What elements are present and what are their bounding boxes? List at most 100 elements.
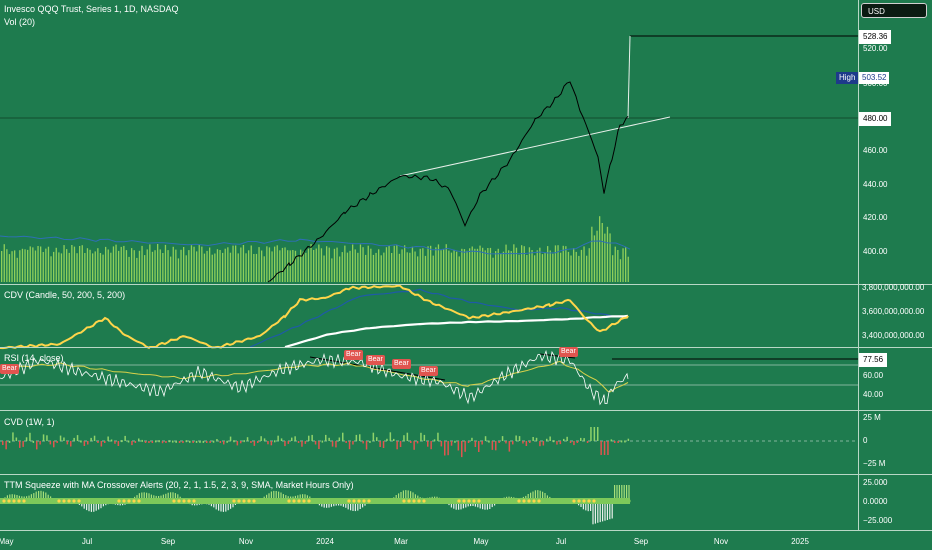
volume-bar — [281, 247, 284, 282]
volume-bar — [336, 247, 338, 282]
ttm-tick: 0.0000 — [863, 497, 888, 506]
cvd-mark — [590, 427, 592, 441]
ttm-bar — [222, 501, 224, 512]
volume-bar — [284, 247, 286, 282]
ttm-dot — [582, 499, 586, 503]
volume-bar — [482, 247, 484, 282]
cvd-mark — [420, 432, 422, 441]
volume-bar — [357, 252, 359, 282]
cvd-mark — [199, 440, 201, 443]
cvd-mark — [328, 437, 330, 441]
cvd-mark — [505, 441, 507, 444]
volume-bar — [502, 251, 505, 282]
volume-bar — [6, 249, 8, 282]
ttm-dot — [37, 499, 41, 503]
volume-bar — [92, 253, 94, 282]
volume-bar — [411, 246, 414, 282]
volume-bar — [250, 245, 252, 282]
volume-bar — [315, 248, 317, 282]
volume-bar — [151, 251, 154, 282]
volume-bar — [339, 256, 341, 282]
cdv-indicator-title[interactable]: CDV (Candle, 50, 200, 5, 200) — [4, 290, 126, 300]
ttm-dot — [407, 499, 411, 503]
cvd-mark — [508, 441, 511, 452]
ttm-bar — [162, 494, 164, 501]
chart-canvas[interactable] — [0, 0, 858, 530]
ttm-bar — [592, 501, 594, 525]
ttm-bar — [345, 501, 347, 508]
volume-bar — [1, 251, 3, 282]
cvd-mark — [195, 440, 198, 443]
ttm-tick: 25.000 — [863, 478, 888, 487]
time-axis-label: Nov — [238, 537, 254, 546]
pane-separator[interactable] — [0, 410, 932, 411]
volume-bar — [16, 257, 18, 282]
ttm-dot — [522, 499, 526, 503]
cvd-mark — [212, 440, 215, 443]
cvd-mark — [447, 441, 449, 456]
bear-label: Bear — [344, 350, 363, 360]
symbol-title[interactable]: Invesco QQQ Trust, Series 1, 1D, NASDAQ — [4, 4, 179, 14]
volume-bar — [55, 247, 57, 282]
pane-separator[interactable] — [0, 474, 932, 475]
volume-bar — [458, 256, 460, 282]
cvd-mark — [83, 441, 86, 446]
ttm-bar — [47, 494, 49, 501]
ttm-indicator-title[interactable]: TTM Squeeze with MA Crossover Alerts (20… — [4, 480, 354, 490]
cvd-mark — [365, 441, 368, 450]
cvd-indicator-title[interactable]: CVD (1W, 1) — [4, 417, 55, 427]
cvd-mark — [291, 437, 293, 441]
volume-ma-line — [0, 235, 631, 255]
cvd-mark — [444, 441, 446, 456]
volume-bar — [554, 245, 557, 282]
cvd-mark — [416, 441, 419, 444]
volume-bar — [508, 250, 510, 282]
volume-bar — [94, 251, 96, 282]
cvd-mark — [304, 441, 307, 444]
ttm-dot — [567, 499, 571, 503]
cvd-mark — [518, 436, 521, 441]
ttm-dot — [562, 499, 566, 503]
cvd-mark — [253, 441, 256, 446]
ttm-bar — [225, 501, 227, 512]
cvd-mark — [512, 441, 514, 445]
volume-indicator-title[interactable]: Vol (20) — [4, 17, 36, 27]
volume-bar — [492, 257, 494, 282]
volume-bar — [89, 249, 91, 282]
volume-bar — [79, 246, 81, 282]
cvd-pane — [0, 427, 858, 458]
volume-bar — [120, 246, 122, 282]
volume-bar — [154, 250, 156, 282]
volume-bar — [53, 251, 55, 282]
rsi-indicator-title[interactable]: RSI (14, close) — [4, 353, 64, 363]
ttm-bar — [599, 501, 601, 523]
pane-separator[interactable] — [0, 347, 932, 348]
cvd-mark — [355, 434, 358, 441]
ttm-dot — [107, 499, 111, 503]
cvd-mark — [437, 432, 439, 441]
cvd-mark — [114, 441, 116, 444]
volume-bar — [567, 251, 570, 282]
volume-bar — [302, 251, 304, 282]
ttm-dot — [127, 499, 131, 503]
time-axis-label: Jul — [81, 537, 93, 546]
ttm-bar — [489, 501, 491, 509]
volume-bar — [320, 248, 323, 282]
ttm-bar — [542, 491, 544, 501]
currency-selector[interactable]: USD — [861, 3, 927, 18]
volume-bar — [37, 246, 39, 282]
ttm-dot — [47, 499, 51, 503]
ttm-dot — [357, 499, 361, 503]
volume-bar — [159, 249, 161, 282]
ttm-bar — [604, 501, 606, 521]
ttm-dot — [487, 499, 491, 503]
pane-separator[interactable] — [0, 284, 932, 285]
cvd-mark — [423, 434, 426, 441]
ttm-dot — [422, 499, 426, 503]
volume-bar — [586, 255, 588, 282]
rsi-pane — [0, 349, 858, 406]
cvd-mark — [165, 441, 167, 443]
volume-bar — [622, 248, 624, 282]
ttm-pane — [0, 485, 631, 525]
cvd-mark — [284, 441, 286, 447]
